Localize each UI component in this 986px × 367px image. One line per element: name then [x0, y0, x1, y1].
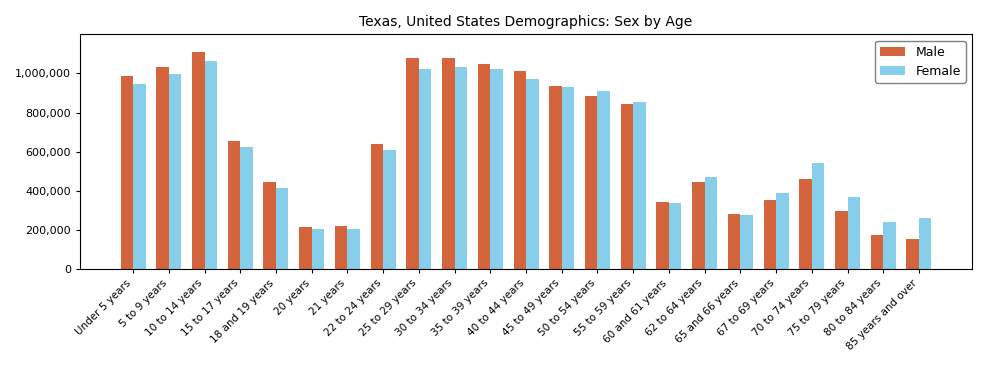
Bar: [740, 215, 752, 269]
Legend: Male, Female: Male, Female: [875, 41, 964, 83]
Bar: [810, 163, 823, 269]
Bar: [561, 87, 574, 269]
Bar: [263, 182, 276, 269]
Bar: [847, 197, 859, 269]
Bar: [656, 201, 669, 269]
Bar: [240, 147, 252, 269]
Bar: [870, 235, 882, 269]
Bar: [691, 182, 704, 269]
Bar: [918, 218, 931, 269]
Bar: [669, 203, 680, 269]
Bar: [299, 227, 312, 269]
Bar: [548, 86, 561, 269]
Bar: [347, 229, 360, 269]
Bar: [204, 61, 217, 269]
Title: Texas, United States Demographics: Sex by Age: Texas, United States Demographics: Sex b…: [359, 15, 692, 29]
Bar: [371, 144, 383, 269]
Bar: [477, 64, 490, 269]
Bar: [228, 141, 240, 269]
Bar: [633, 102, 645, 269]
Bar: [455, 66, 466, 269]
Bar: [882, 222, 895, 269]
Bar: [727, 214, 740, 269]
Bar: [775, 193, 788, 269]
Bar: [620, 104, 633, 269]
Bar: [334, 226, 347, 269]
Bar: [192, 52, 204, 269]
Bar: [442, 58, 455, 269]
Bar: [763, 200, 775, 269]
Bar: [169, 75, 181, 269]
Bar: [834, 211, 847, 269]
Bar: [120, 76, 133, 269]
Bar: [585, 96, 597, 269]
Bar: [156, 66, 169, 269]
Bar: [276, 188, 288, 269]
Bar: [704, 177, 717, 269]
Bar: [597, 91, 609, 269]
Bar: [312, 229, 323, 269]
Bar: [526, 79, 538, 269]
Bar: [905, 239, 918, 269]
Bar: [383, 150, 395, 269]
Bar: [418, 69, 431, 269]
Bar: [513, 71, 526, 269]
Bar: [133, 84, 145, 269]
Bar: [799, 179, 810, 269]
Bar: [490, 69, 502, 269]
Bar: [406, 58, 418, 269]
